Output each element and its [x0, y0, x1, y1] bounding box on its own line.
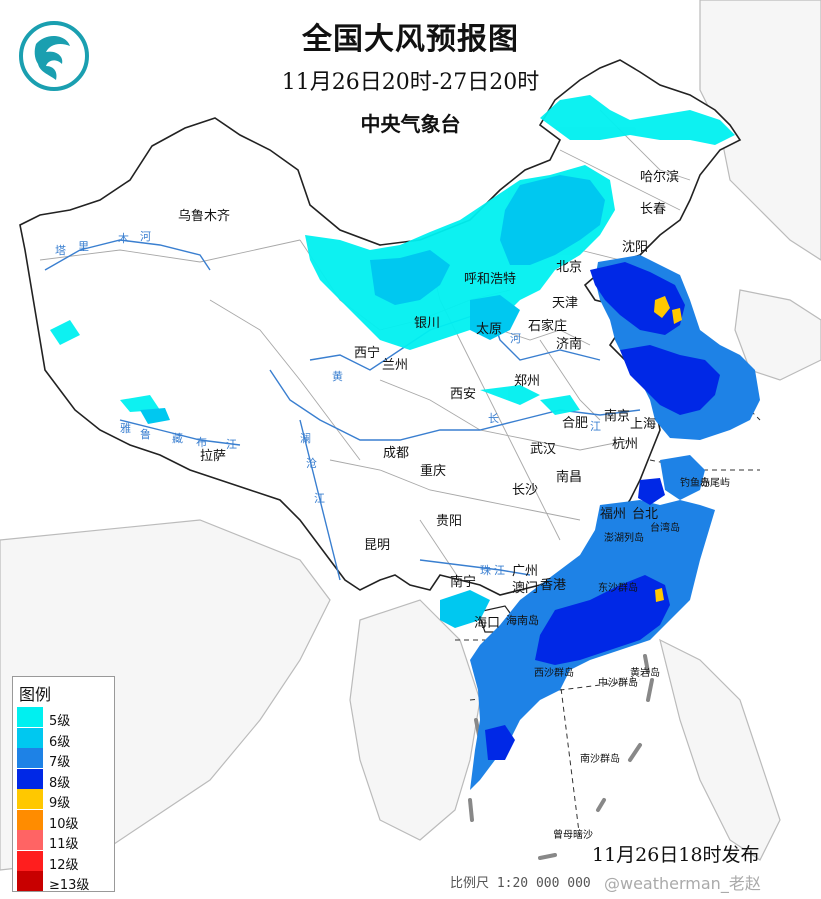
- city-label: 南宁: [450, 575, 477, 590]
- city-label: 沈阳: [622, 240, 649, 255]
- river-label: 江: [226, 438, 237, 451]
- legend-label: 9级: [49, 796, 71, 811]
- city-label: 曾母暗沙: [553, 830, 593, 841]
- city-label: 贵阳: [436, 514, 463, 529]
- city-label: 武汉: [530, 442, 557, 457]
- city-label: 西安: [450, 387, 477, 402]
- city-label: 天津: [552, 296, 579, 311]
- wind-level-9-area: [654, 296, 682, 602]
- city-label: 郑州: [514, 374, 541, 389]
- river-label: 江: [494, 564, 505, 577]
- watermark: @weatherman_老赵: [604, 874, 761, 893]
- legend-swatch: [17, 871, 43, 891]
- river-label: 河: [140, 230, 151, 243]
- legend-swatch: [17, 830, 43, 850]
- river-label: 珠: [480, 564, 491, 577]
- city-label: 黄岩岛: [630, 668, 660, 679]
- city-label: 澎湖列岛: [604, 533, 644, 544]
- city-label: 广州: [512, 564, 539, 579]
- city-label: 台湾岛: [650, 523, 680, 534]
- city-label: 赤尾屿: [700, 478, 730, 489]
- legend-label: 12级: [49, 857, 79, 873]
- city-label: 南沙群岛: [580, 754, 620, 765]
- river-label: 江: [590, 420, 601, 433]
- nmc-logo-icon: [19, 21, 89, 91]
- river-label: 江: [314, 492, 325, 505]
- legend-label: 5级: [49, 714, 71, 729]
- city-label: 海口: [474, 616, 501, 631]
- city-label: 南京: [604, 409, 631, 424]
- river-label: 沧: [306, 457, 317, 470]
- legend-title: 图例: [19, 685, 52, 704]
- city-label: 西沙群岛: [534, 668, 574, 679]
- river-label: 鲁: [140, 428, 151, 441]
- city-label: 哈尔滨: [640, 170, 680, 185]
- city-label: 香港: [540, 578, 567, 593]
- legend-label: 11级: [49, 837, 79, 852]
- city-label: 澳门: [512, 581, 539, 596]
- city-label: 南昌: [556, 470, 583, 485]
- forecast-period: 11月26日20时-27日20时: [281, 70, 540, 95]
- river-label: 木: [118, 232, 129, 245]
- city-label: 上海: [630, 417, 657, 432]
- city-label: 中沙群岛: [598, 678, 638, 689]
- wind-level-6-area: [140, 175, 605, 628]
- city-label: 呼和浩特: [464, 272, 517, 287]
- city-label: 杭州: [612, 437, 639, 452]
- river-label: 雅: [120, 422, 131, 435]
- city-label: 东沙群岛: [598, 583, 638, 594]
- issue-time: 11月26日18时发布: [592, 844, 760, 866]
- river-label: 塔: [55, 244, 66, 257]
- city-label: 兰州: [382, 358, 409, 373]
- map-scale: 比例尺 1:20 000 000: [450, 876, 591, 891]
- city-label: 北京: [556, 260, 583, 275]
- city-label: 海南岛: [506, 614, 539, 627]
- legend-swatch: [17, 768, 43, 789]
- city-label: 合肥: [562, 416, 589, 431]
- city-label: 太原: [476, 322, 503, 337]
- issuing-agency: 中央气象台: [360, 112, 461, 136]
- river-label: 里: [78, 240, 89, 253]
- river-label: 长: [488, 412, 499, 425]
- river-label: 澜: [300, 432, 311, 445]
- legend-swatch: [17, 707, 43, 727]
- city-label: 济南: [556, 337, 583, 352]
- legend-swatch: [17, 748, 43, 768]
- river-label: 黄: [332, 370, 343, 383]
- city-label: 长春: [640, 202, 667, 217]
- city-label: 石家庄: [528, 319, 568, 334]
- legend-swatch: [17, 850, 43, 871]
- city-label: 拉萨: [200, 449, 227, 464]
- legend-label: 10级: [49, 816, 79, 832]
- city-label: 乌鲁木齐: [178, 209, 231, 224]
- city-label: 重庆: [420, 464, 447, 479]
- city-label: 银川: [414, 316, 441, 331]
- legend-swatch: [17, 727, 43, 748]
- map-title: 全国大风预报图: [302, 22, 519, 57]
- legend-label: 7级: [49, 755, 71, 770]
- city-label: 西宁: [354, 346, 381, 361]
- legend-label: ≥13级: [49, 878, 90, 893]
- map-legend: 图例 5级 6级 7级 8级 9级 10级 11级 12级 ≥13级: [12, 676, 115, 893]
- legend-label: 8级: [49, 775, 71, 791]
- legend-swatch: [17, 789, 43, 809]
- legend-label: 6级: [49, 734, 71, 750]
- city-label: 台北: [632, 507, 659, 522]
- city-label: 昆明: [364, 538, 391, 553]
- city-label: 成都: [383, 446, 410, 461]
- river-label: 河: [510, 332, 521, 345]
- city-label: 福州: [600, 507, 627, 522]
- legend-swatch: [17, 809, 43, 830]
- river-label: 藏: [172, 432, 183, 445]
- city-label: 钓鱼岛: [680, 478, 710, 489]
- city-label: 长沙: [512, 483, 539, 498]
- river-label: 布: [196, 436, 207, 449]
